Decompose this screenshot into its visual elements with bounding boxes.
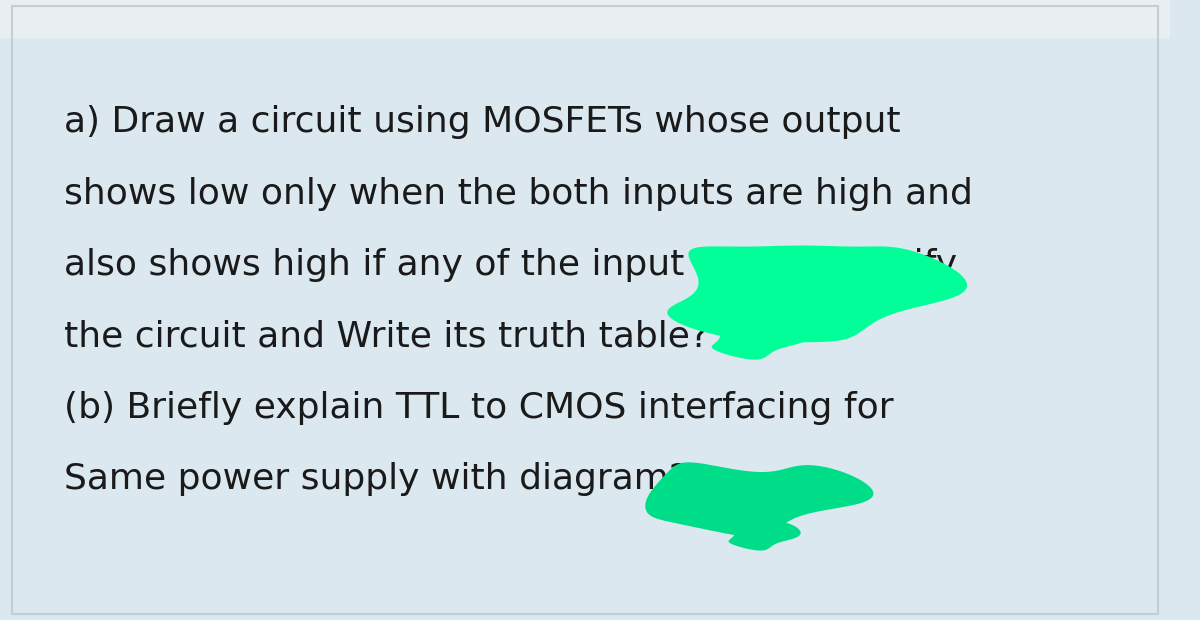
Text: the circuit and Write its truth table?: the circuit and Write its truth table? bbox=[65, 319, 709, 353]
Polygon shape bbox=[646, 463, 874, 538]
Text: (b) Briefly explain TTL to CMOS interfacing for: (b) Briefly explain TTL to CMOS interfac… bbox=[65, 391, 894, 425]
Text: also shows high if any of the input is low .Identify: also shows high if any of the input is l… bbox=[65, 248, 958, 282]
Polygon shape bbox=[728, 522, 800, 551]
Polygon shape bbox=[712, 321, 809, 360]
Polygon shape bbox=[667, 246, 967, 342]
Text: a) Draw a circuit using MOSFETs whose output: a) Draw a circuit using MOSFETs whose ou… bbox=[65, 105, 901, 140]
Text: shows low only when the both inputs are high and: shows low only when the both inputs are … bbox=[65, 177, 973, 211]
Bar bbox=[0, 0, 1170, 37]
Text: Same power supply with diagram?: Same power supply with diagram? bbox=[65, 462, 689, 496]
